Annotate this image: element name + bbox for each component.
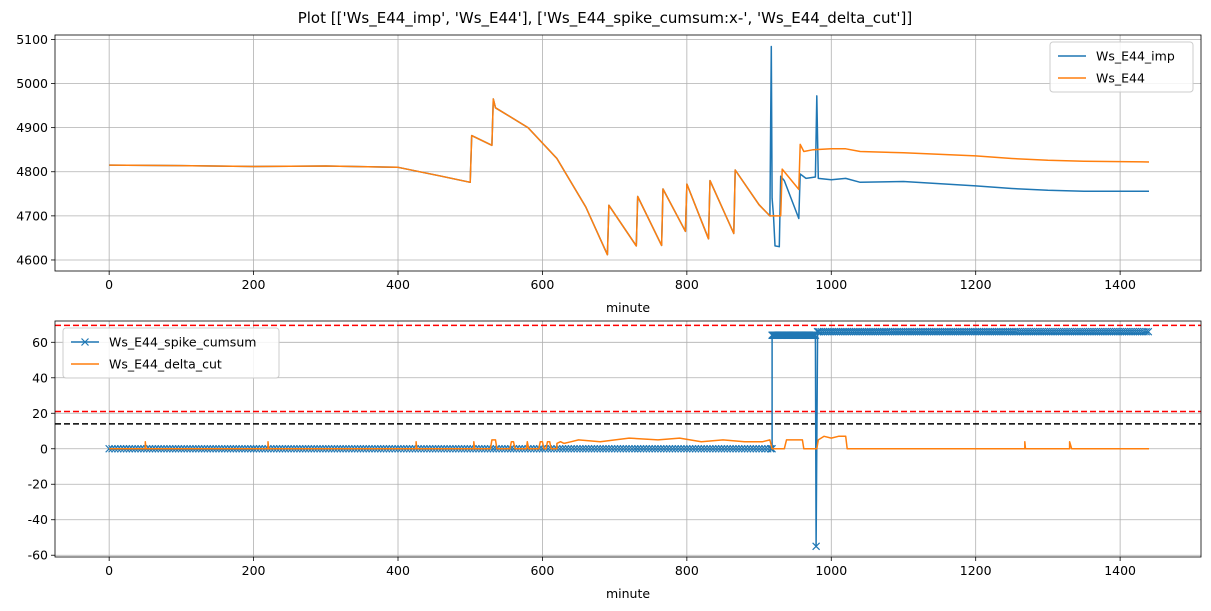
top-xtick-label: 200: [242, 277, 266, 292]
top-series-1: [109, 98, 1150, 256]
bottom-xtick-label: 200: [242, 563, 266, 578]
top-legend-box: [1049, 41, 1194, 93]
bottom-ytick-label: -40: [28, 512, 48, 527]
bottom-legend-label-0: Ws_E44_spike_cumsum: [109, 335, 256, 350]
bottom-xtick-label: 600: [530, 563, 554, 578]
bottom-axes: 0 200 400 600 800 1000 1200 1400 -60 -40 -20 0 20 40 6…: [28, 320, 1202, 601]
top-ytick-label: 4600: [16, 252, 48, 267]
top-xtick-label: 1000: [815, 277, 847, 292]
top-xtick-label: 1400: [1104, 277, 1136, 292]
top-ytick-label: 5000: [16, 76, 48, 91]
bottom-xaxis-label: minute: [606, 586, 650, 601]
top-legend-label-0: Ws_E44_imp: [1096, 49, 1175, 64]
bottom-series-1: [109, 435, 1149, 450]
top-ytick-label: 4900: [16, 120, 48, 135]
bottom-ytick-label: 0: [40, 441, 48, 456]
bottom-xtick-label: 1000: [815, 563, 847, 578]
bottom-legend: Ws_E44_spike_cumsum Ws_E44_delta_cut: [62, 327, 280, 379]
top-plot-area: [109, 45, 1150, 256]
bottom-ytick-label: -20: [28, 477, 48, 492]
bottom-legend-label-1: Ws_E44_delta_cut: [109, 357, 222, 372]
top-series-line-1: [109, 98, 1150, 256]
top-axes-frame: [54, 34, 1202, 272]
top-xtick-label: 800: [675, 277, 699, 292]
bottom-series-line-1: [109, 435, 1149, 450]
top-axes: 0 200 400 600 800 1000 1200 1400 4600 4700 4800 490…: [16, 32, 1202, 315]
bottom-plot-area: [55, 324, 1201, 551]
bottom-xtick-label: 1400: [1104, 563, 1136, 578]
bottom-axes-frame: [54, 320, 1202, 558]
top-xaxis-label: minute: [606, 300, 650, 315]
bottom-legend-marker-0: [81, 338, 89, 346]
bottom-xtick-label: 0: [105, 563, 113, 578]
bottom-ytick-label: -60: [28, 548, 48, 563]
top-xtick-label: 400: [386, 277, 410, 292]
bottom-legend-box: [62, 327, 280, 379]
bottom-ytick-label: 40: [32, 370, 48, 385]
top-legend: Ws_E44_imp Ws_E44: [1049, 41, 1194, 93]
top-xtick-label: 600: [530, 277, 554, 292]
bottom-ytick-label: 60: [32, 335, 48, 350]
bottom-xtick-label: 400: [386, 563, 410, 578]
figure-title: Plot [['Ws_E44_imp', 'Ws_E44'], ['Ws_E44…: [298, 9, 913, 28]
top-legend-label-1: Ws_E44: [1096, 71, 1145, 86]
bottom-xtick-label: 800: [675, 563, 699, 578]
bottom-xtick-label: 1200: [960, 563, 992, 578]
top-xtick-label: 1200: [960, 277, 992, 292]
top-ytick-label: 5100: [16, 32, 48, 47]
top-ytick-label: 4700: [16, 208, 48, 223]
top-ytick-label: 4800: [16, 164, 48, 179]
top-xtick-label: 0: [105, 277, 113, 292]
bottom-ytick-label: 20: [32, 406, 48, 421]
